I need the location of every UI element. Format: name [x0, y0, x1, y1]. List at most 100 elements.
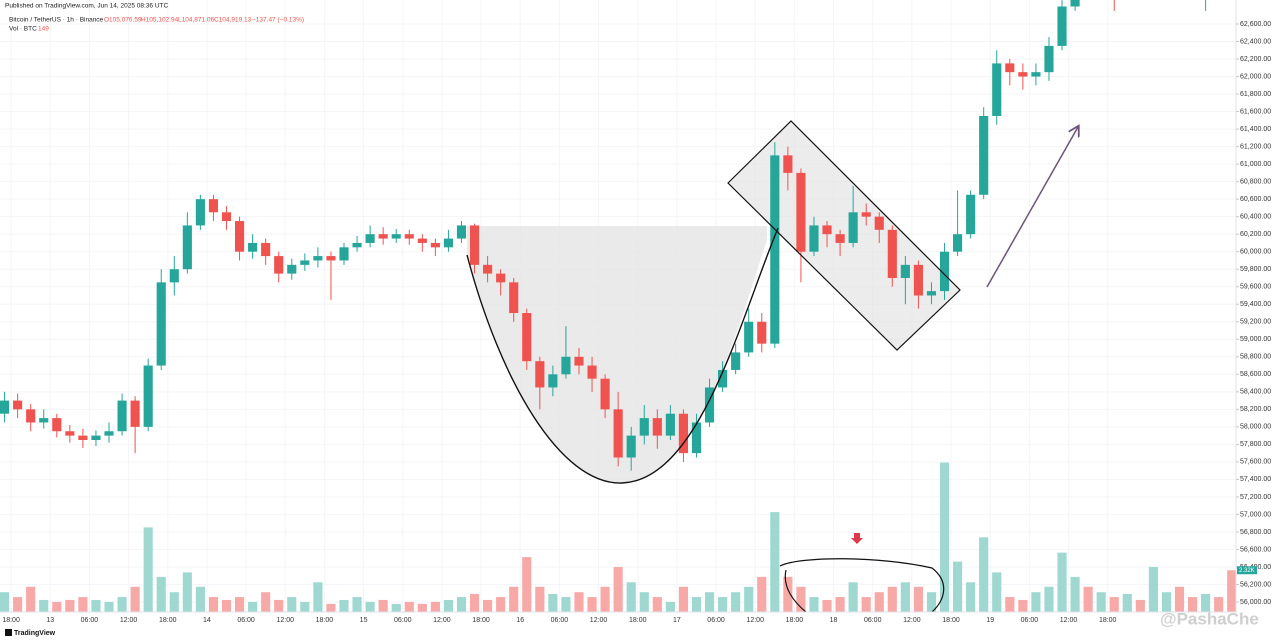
candle-body	[234, 221, 245, 252]
candle-body	[430, 242, 440, 248]
candle-body	[678, 413, 688, 454]
x-tick-label: 14	[203, 617, 211, 624]
volume-bar	[104, 601, 114, 612]
candle-body	[587, 365, 597, 379]
x-tick-label: 06:00	[81, 617, 99, 624]
volume-bar	[770, 512, 780, 612]
y-tick-label: 57,200.00	[1240, 494, 1271, 501]
candle-body	[822, 225, 832, 235]
volume-bar	[1188, 597, 1198, 612]
volume-bar	[1096, 592, 1106, 612]
trend-arrow	[986, 127, 1078, 288]
candle-body	[744, 321, 754, 353]
volume-bar	[234, 597, 245, 612]
volume-bar	[522, 557, 532, 612]
candle-body	[718, 369, 728, 388]
x-tick-label: 18	[830, 617, 838, 624]
candle-body	[104, 431, 114, 436]
volume-bar	[809, 597, 819, 612]
volume-bar	[195, 586, 205, 612]
logo-icon	[5, 629, 12, 636]
volume-bar	[900, 582, 910, 612]
y-tick-label: 57,600.00	[1240, 459, 1271, 466]
volume-bar	[352, 597, 362, 612]
volume-bar	[613, 567, 623, 612]
volume-bar	[326, 603, 336, 612]
volume-bar	[156, 576, 166, 612]
candle-body	[848, 212, 858, 243]
y-tick-label: 62,400.00	[1240, 38, 1271, 45]
candle-body	[143, 365, 153, 427]
y-tick-label: 56,200.00	[1240, 581, 1271, 588]
x-tick-label: 06:00	[864, 617, 882, 624]
volume-bar	[300, 601, 310, 612]
y-tick-label: 61,800.00	[1240, 91, 1271, 98]
candle-body	[992, 63, 1002, 116]
candle-body	[665, 413, 675, 436]
volume-bar	[1083, 586, 1093, 612]
x-tick-label: 06:00	[394, 617, 412, 624]
candle-body	[953, 234, 963, 252]
y-tick-label: 60,000.00	[1240, 249, 1271, 256]
volume-bar	[1044, 586, 1054, 612]
y-tick-label: 62,000.00	[1240, 73, 1271, 80]
x-tick-label: 15	[360, 617, 368, 624]
y-tick-label: 58,800.00	[1240, 354, 1271, 361]
candle-body	[704, 387, 715, 423]
volume-bar	[1174, 586, 1185, 612]
volume-bar	[1109, 597, 1119, 612]
volume-bar	[939, 462, 950, 612]
candle-body	[1018, 72, 1028, 77]
volume-bar	[1005, 597, 1015, 612]
y-tick-label: 61,200.00	[1240, 143, 1271, 150]
volume-bar	[287, 597, 297, 612]
candle-body	[208, 199, 219, 213]
volume-bar	[182, 572, 192, 612]
volume-bar	[1057, 552, 1067, 612]
volume-bar	[639, 592, 649, 612]
ohlc-close: C104,919.13	[214, 17, 252, 24]
volume-bar	[417, 603, 427, 612]
volume-bar	[874, 592, 884, 612]
volume-bar	[52, 601, 62, 612]
candle-body	[378, 234, 388, 239]
candle-body	[365, 234, 375, 243]
volume-bar	[718, 597, 728, 612]
candle-body	[966, 194, 976, 235]
volume-bar	[796, 586, 806, 612]
cup-curve	[466, 227, 779, 484]
volume-bar	[26, 586, 36, 612]
candle-body	[130, 400, 140, 427]
candle-body	[796, 172, 806, 252]
volume-bar	[665, 601, 675, 612]
y-tick-label: 60,400.00	[1240, 214, 1271, 221]
candle-body	[52, 418, 62, 432]
candle-body	[417, 238, 427, 243]
volume-bar	[378, 599, 388, 612]
volume-bar	[261, 592, 271, 612]
candle-body	[770, 155, 780, 344]
candle-body	[939, 251, 950, 292]
volume-bar	[561, 597, 571, 612]
y-tick-label: 62,200.00	[1240, 56, 1271, 63]
volume-title: Vol · BTC	[9, 26, 37, 33]
x-tick-label: 13	[46, 617, 54, 624]
x-tick-label: 06:00	[1021, 617, 1039, 624]
volume-bar	[248, 601, 258, 612]
candle-body	[874, 216, 884, 230]
x-tick-label: 12:00	[276, 617, 294, 624]
candle-body	[404, 234, 414, 239]
last-volume-label: 2.32K	[1239, 568, 1255, 574]
candle-body	[391, 234, 401, 239]
candle-body	[443, 238, 454, 248]
volume-bar	[913, 586, 923, 612]
x-tick-label: 12:00	[120, 617, 138, 624]
candle-body	[469, 225, 480, 265]
candle-body	[548, 374, 558, 388]
candle-body	[561, 356, 571, 375]
candle-body	[274, 256, 284, 274]
x-tick-label: 06:00	[237, 617, 255, 624]
candle-body	[691, 422, 702, 454]
volume-bar	[835, 597, 845, 612]
